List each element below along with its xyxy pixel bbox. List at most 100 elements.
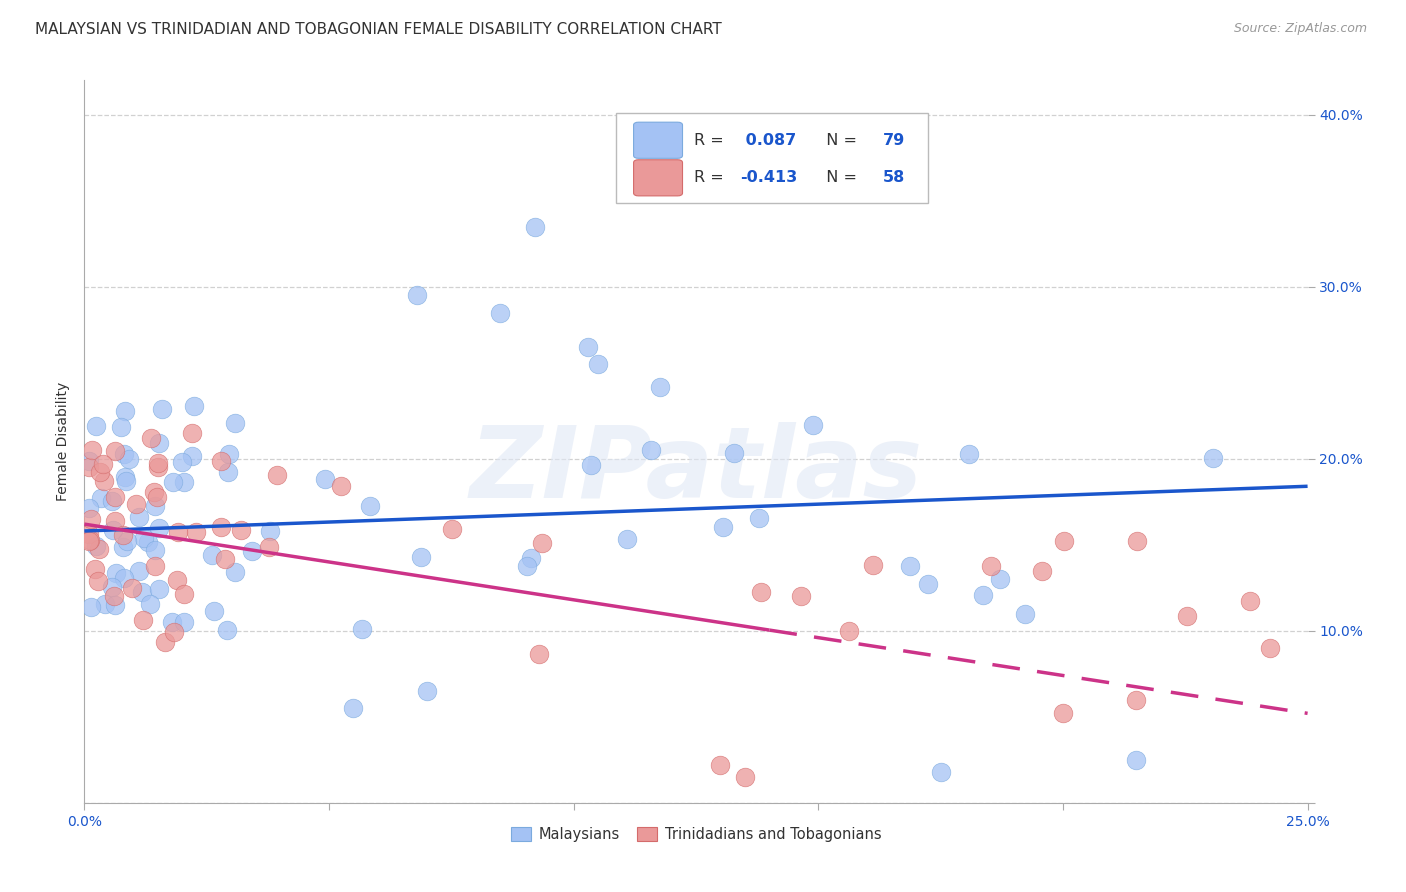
Point	[516, 559, 538, 574]
Text: -0.413: -0.413	[740, 170, 797, 186]
Point	[1175, 609, 1198, 624]
Point	[77, 534, 100, 549]
FancyBboxPatch shape	[634, 122, 682, 158]
Point	[101, 493, 124, 508]
Point	[162, 475, 184, 489]
Point	[266, 467, 288, 482]
Point	[173, 475, 195, 490]
Point	[101, 523, 124, 537]
Point	[90, 491, 112, 506]
Point	[173, 615, 195, 629]
Point	[576, 340, 599, 354]
Point	[181, 449, 204, 463]
Point	[104, 598, 127, 612]
Point	[181, 425, 204, 440]
Point	[520, 550, 543, 565]
Point	[103, 589, 125, 603]
Point	[114, 470, 136, 484]
Point	[202, 604, 225, 618]
Point	[240, 544, 263, 558]
Text: 58: 58	[883, 170, 905, 186]
Point	[94, 597, 117, 611]
Point	[862, 558, 884, 572]
Point	[406, 288, 429, 302]
Point	[416, 684, 439, 698]
Point	[101, 580, 124, 594]
Point	[350, 622, 373, 636]
Point	[79, 459, 101, 474]
Point	[77, 454, 100, 468]
Point	[145, 543, 167, 558]
Text: N =: N =	[815, 170, 862, 186]
Point	[489, 305, 512, 319]
Point	[148, 521, 170, 535]
Point	[146, 490, 169, 504]
Point	[640, 442, 662, 457]
Point	[89, 465, 111, 479]
Point	[709, 758, 731, 772]
Point	[1125, 753, 1147, 767]
Text: Source: ZipAtlas.com: Source: ZipAtlas.com	[1233, 22, 1367, 36]
Text: R =: R =	[693, 170, 728, 186]
Point	[527, 648, 550, 662]
Point	[104, 444, 127, 458]
Point	[104, 514, 127, 528]
Point	[148, 436, 170, 450]
Point	[579, 458, 602, 472]
Point	[1201, 451, 1223, 466]
Point	[748, 510, 770, 524]
Point	[146, 460, 169, 475]
Point	[77, 501, 100, 516]
Point	[111, 541, 134, 555]
Point	[1126, 534, 1149, 549]
Point	[112, 571, 135, 585]
Point	[224, 416, 246, 430]
Point	[217, 624, 239, 638]
Point	[217, 465, 239, 479]
Point	[723, 446, 745, 460]
Point	[104, 566, 127, 580]
Point	[118, 452, 141, 467]
Point	[314, 473, 336, 487]
Point	[87, 574, 110, 589]
Point	[139, 597, 162, 611]
Point	[84, 562, 107, 576]
Point	[957, 447, 980, 461]
Point	[115, 534, 138, 549]
Text: ZIPatlas: ZIPatlas	[470, 422, 922, 519]
Point	[93, 475, 115, 489]
Text: 0.087: 0.087	[740, 133, 796, 148]
Text: 79: 79	[883, 133, 905, 148]
Point	[1125, 692, 1147, 706]
Point	[440, 522, 463, 536]
Point	[917, 577, 939, 591]
Point	[183, 399, 205, 413]
Point	[131, 585, 153, 599]
FancyBboxPatch shape	[634, 160, 682, 196]
Point	[80, 443, 103, 458]
Point	[125, 497, 148, 511]
Point	[523, 219, 546, 234]
Point	[214, 551, 236, 566]
Point	[1014, 607, 1036, 622]
Point	[114, 404, 136, 418]
Point	[128, 510, 150, 524]
Point	[163, 624, 186, 639]
Point	[1239, 594, 1261, 608]
Point	[112, 528, 135, 542]
Point	[139, 431, 162, 445]
Point	[79, 533, 101, 548]
Point	[136, 534, 159, 549]
Point	[131, 613, 153, 627]
Point	[153, 634, 176, 648]
Point	[257, 541, 280, 555]
Point	[128, 564, 150, 578]
Point	[112, 447, 135, 461]
Point	[150, 402, 173, 417]
Point	[201, 548, 224, 562]
Legend: Malaysians, Trinidadians and Tobagonians: Malaysians, Trinidadians and Tobagonians	[505, 821, 887, 847]
Point	[80, 599, 103, 614]
FancyBboxPatch shape	[616, 112, 928, 203]
Text: R =: R =	[693, 133, 728, 148]
Point	[84, 539, 107, 553]
